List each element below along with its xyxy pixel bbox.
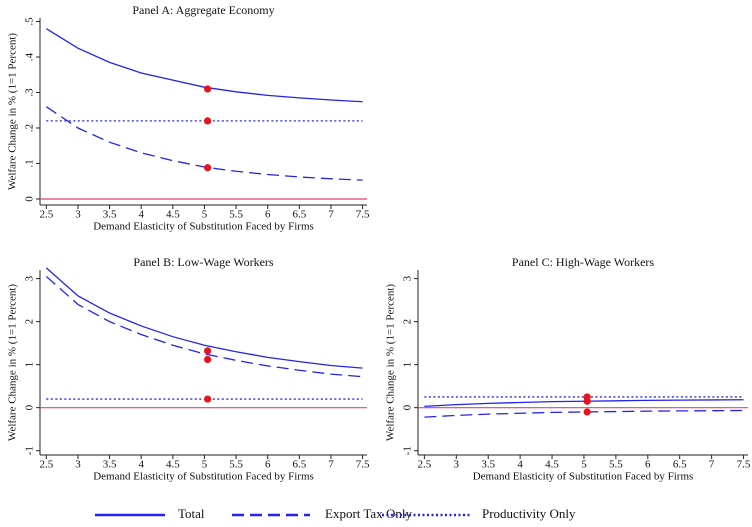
x-tick-label: 6 — [265, 459, 271, 471]
x-tick-label: 4.5 — [166, 459, 180, 471]
y-axis-label: Welfare Change in % (1=1 Percent) — [7, 33, 19, 190]
x-tick-label: 5.5 — [229, 209, 243, 221]
x-tick-label: 6.5 — [292, 459, 306, 471]
x-tick-label: 4.5 — [166, 209, 180, 221]
x-tick-label: 6.5 — [292, 209, 306, 221]
x-tick-label: 5 — [581, 459, 587, 471]
y-tick-label: 0 — [24, 404, 36, 410]
panel-title: Panel A: Aggregate Economy — [132, 3, 274, 17]
legend-label: Total — [178, 506, 205, 521]
y-tick-label: -1 — [24, 446, 36, 455]
x-tick-label: 6 — [645, 459, 651, 471]
x-tick-label: 7.5 — [356, 209, 370, 221]
series-line — [45, 28, 363, 103]
x-axis-label: Demand Elasticity of Substitution Faced … — [93, 471, 314, 483]
x-tick-label: 3.5 — [481, 459, 495, 471]
highlight-point — [204, 355, 212, 364]
x-tick-label: 7.5 — [737, 459, 751, 471]
x-tick-label: 3 — [454, 459, 460, 471]
y-tick-label: 1 — [402, 362, 414, 368]
x-tick-label: 3.5 — [103, 459, 117, 471]
y-tick-label: .2 — [24, 124, 36, 132]
highlight-point — [204, 395, 212, 403]
x-axis-label: Demand Elasticity of Substitution Faced … — [473, 471, 694, 483]
y-tick-label: .1 — [24, 159, 36, 167]
panel-title: Panel B: Low-Wage Workers — [133, 255, 273, 269]
x-tick-label: 3 — [75, 459, 81, 471]
x-axis-label: Demand Elasticity of Substitution Faced … — [93, 221, 314, 233]
x-tick-label: 3.5 — [103, 209, 117, 221]
x-tick-label: 6 — [265, 209, 271, 221]
legend-label: Export Tax Only — [325, 506, 412, 521]
x-tick-label: 3 — [75, 209, 81, 221]
highlight-point — [583, 393, 591, 401]
y-tick-label: .3 — [24, 88, 36, 97]
highlight-point — [204, 117, 212, 125]
highlight-point — [204, 85, 212, 93]
highlight-point — [204, 347, 212, 355]
x-tick-label: 2.5 — [39, 209, 53, 221]
y-tick-label: 2 — [402, 319, 414, 325]
y-tick-label: 0 — [402, 404, 414, 410]
x-tick-label: 7.5 — [356, 459, 370, 471]
x-tick-label: 4 — [517, 459, 523, 471]
x-tick-label: 4 — [138, 209, 144, 221]
y-tick-label: .4 — [24, 52, 36, 61]
x-tick-label: 5 — [202, 459, 208, 471]
x-tick-label: 7 — [328, 209, 334, 221]
series-line — [45, 267, 363, 369]
x-tick-label: 7 — [709, 459, 715, 471]
x-tick-label: 5.5 — [609, 459, 623, 471]
legend-label: Productivity Only — [482, 506, 576, 521]
x-tick-label: 2.5 — [39, 459, 53, 471]
x-tick-label: 5 — [202, 209, 208, 221]
y-axis-label: Welfare Change in % (1=1 Percent) — [385, 284, 397, 441]
y-axis-label: Welfare Change in % (1=1 Percent) — [7, 284, 19, 441]
y-tick-label: 3 — [402, 275, 414, 281]
x-tick-label: 4.5 — [545, 459, 559, 471]
y-tick-label: 1 — [24, 362, 36, 368]
x-tick-label: 5.5 — [229, 459, 243, 471]
series-line — [45, 275, 363, 378]
y-tick-label: 0 — [24, 196, 36, 202]
highlight-point — [204, 164, 212, 172]
x-tick-label: 6.5 — [673, 459, 687, 471]
y-tick-label: -1 — [402, 446, 414, 455]
x-tick-label: 2.5 — [418, 459, 432, 471]
panel-title: Panel C: High-Wage Workers — [512, 255, 654, 269]
y-tick-label: 2 — [24, 319, 36, 325]
y-tick-label: 3 — [24, 275, 36, 281]
x-tick-label: 4 — [138, 459, 144, 471]
y-tick-label: .5 — [24, 17, 36, 26]
x-tick-label: 7 — [328, 459, 334, 471]
highlight-point — [583, 408, 591, 416]
